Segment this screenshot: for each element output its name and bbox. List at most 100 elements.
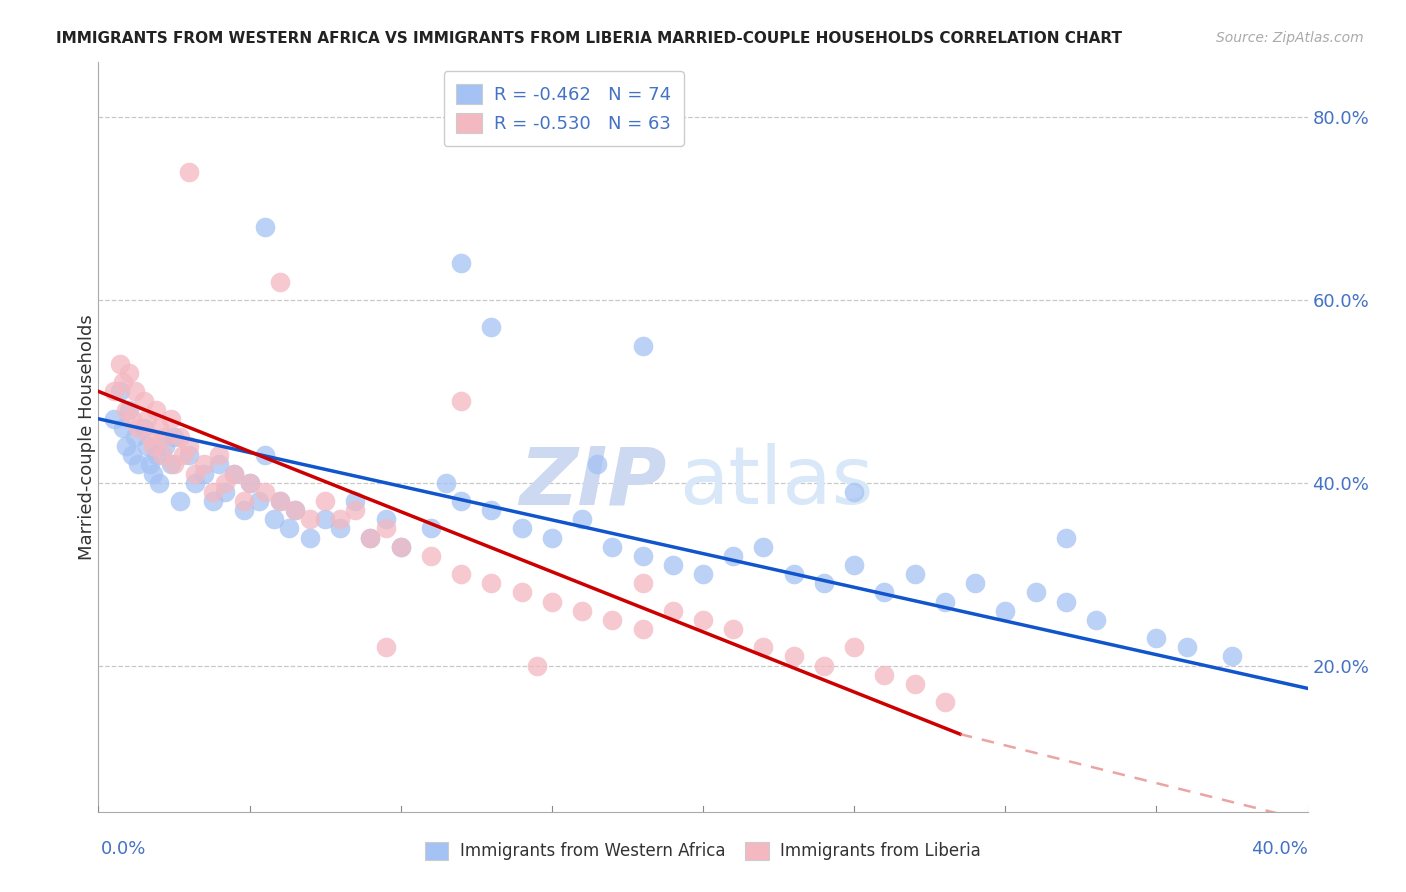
Point xyxy=(202,484,225,499)
Point xyxy=(844,484,866,499)
Point xyxy=(172,448,194,462)
Point xyxy=(118,366,141,380)
Point xyxy=(752,640,775,655)
Point xyxy=(1085,613,1108,627)
Point xyxy=(571,512,593,526)
Point xyxy=(253,448,276,462)
Point xyxy=(118,402,141,417)
Point xyxy=(153,439,176,453)
Point xyxy=(145,402,167,417)
Point xyxy=(121,412,143,426)
Point xyxy=(202,494,225,508)
Point xyxy=(873,667,896,681)
Point xyxy=(132,393,155,408)
Point xyxy=(360,531,382,545)
Text: ZIP: ZIP xyxy=(519,443,666,521)
Point xyxy=(481,320,503,334)
Point xyxy=(103,412,125,426)
Point xyxy=(214,484,236,499)
Point xyxy=(723,622,745,636)
Point xyxy=(114,439,136,453)
Point xyxy=(450,567,472,582)
Point xyxy=(540,594,562,608)
Point xyxy=(135,439,157,453)
Point xyxy=(145,448,167,462)
Point xyxy=(214,475,236,490)
Point xyxy=(169,430,191,444)
Text: atlas: atlas xyxy=(679,443,873,521)
Point xyxy=(586,458,609,472)
Point xyxy=(132,421,155,435)
Point xyxy=(124,430,146,444)
Point xyxy=(184,467,207,481)
Point xyxy=(179,165,201,179)
Point xyxy=(602,613,624,627)
Point xyxy=(299,512,322,526)
Point xyxy=(111,421,134,435)
Point xyxy=(540,531,562,545)
Point xyxy=(153,430,176,444)
Point xyxy=(148,421,170,435)
Point xyxy=(1024,585,1046,599)
Point xyxy=(103,384,125,399)
Point xyxy=(783,649,806,664)
Point xyxy=(121,448,143,462)
Point xyxy=(142,467,165,481)
Point xyxy=(692,613,714,627)
Point xyxy=(434,475,457,490)
Point xyxy=(965,576,987,591)
Point xyxy=(299,531,322,545)
Point xyxy=(450,256,472,270)
Point xyxy=(813,576,835,591)
Point xyxy=(602,540,624,554)
Point xyxy=(232,494,254,508)
Point xyxy=(253,219,276,234)
Y-axis label: Married-couple Households: Married-couple Households xyxy=(79,314,96,560)
Point xyxy=(661,558,683,572)
Point xyxy=(450,494,472,508)
Point xyxy=(179,448,201,462)
Point xyxy=(127,421,149,435)
Point xyxy=(124,384,146,399)
Point xyxy=(179,439,201,453)
Point xyxy=(389,540,412,554)
Point xyxy=(571,604,593,618)
Point xyxy=(813,658,835,673)
Point xyxy=(873,585,896,599)
Point xyxy=(450,393,472,408)
Legend: Immigrants from Western Africa, Immigrants from Liberia: Immigrants from Western Africa, Immigran… xyxy=(418,835,988,867)
Point xyxy=(160,458,183,472)
Point xyxy=(114,402,136,417)
Point xyxy=(661,604,683,618)
Point xyxy=(224,467,246,481)
Point xyxy=(344,503,367,517)
Point xyxy=(360,531,382,545)
Point xyxy=(169,494,191,508)
Point xyxy=(269,494,291,508)
Point xyxy=(277,521,299,535)
Point xyxy=(631,622,654,636)
Point xyxy=(1054,531,1077,545)
Point xyxy=(239,475,262,490)
Point xyxy=(420,549,443,563)
Point xyxy=(344,494,367,508)
Point xyxy=(142,439,165,453)
Point xyxy=(111,376,134,390)
Point xyxy=(631,339,654,353)
Point xyxy=(783,567,806,582)
Point xyxy=(374,512,396,526)
Point xyxy=(263,512,285,526)
Point xyxy=(160,412,183,426)
Point xyxy=(193,458,215,472)
Point xyxy=(420,521,443,535)
Point xyxy=(208,448,231,462)
Point xyxy=(135,412,157,426)
Point xyxy=(108,357,131,371)
Point xyxy=(1054,594,1077,608)
Point xyxy=(844,558,866,572)
Point xyxy=(163,430,186,444)
Point xyxy=(510,521,533,535)
Point xyxy=(269,494,291,508)
Point xyxy=(631,549,654,563)
Point xyxy=(224,467,246,481)
